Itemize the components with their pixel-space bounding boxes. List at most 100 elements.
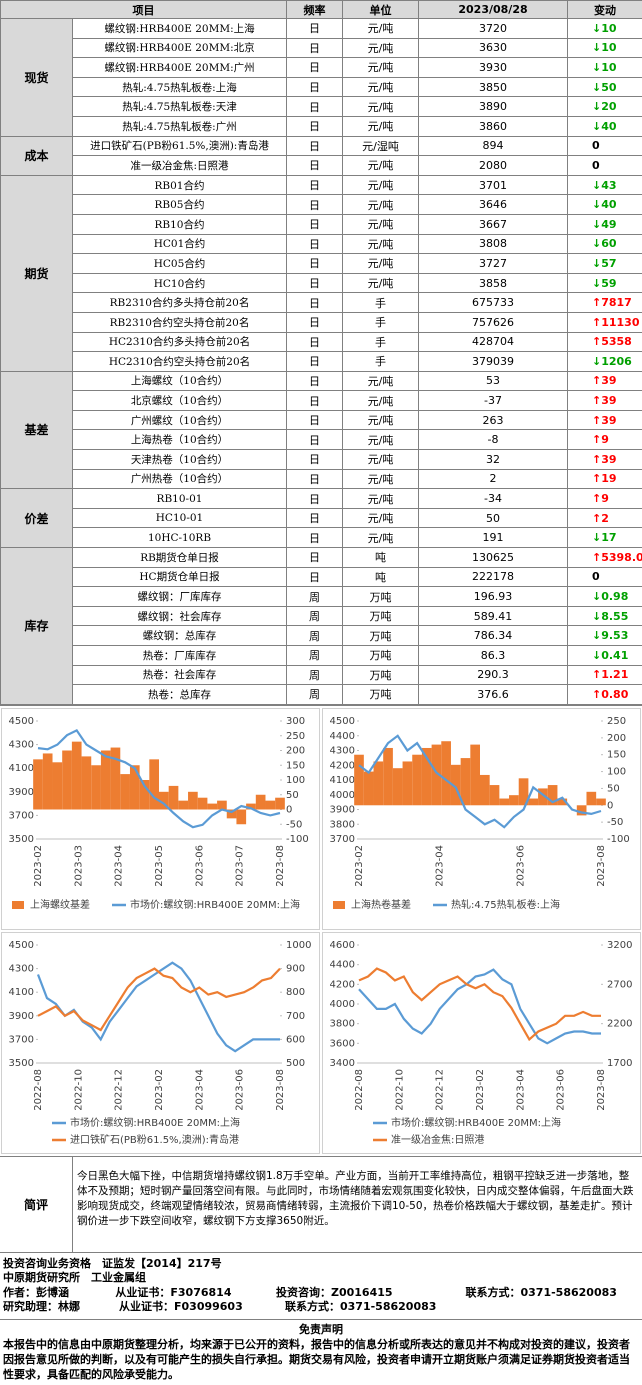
chart: 3700 3800 3900 4000 4100 4200 4300 4400 4500 -100… [322, 707, 641, 930]
x-tick-label: 2023-06 [194, 845, 205, 887]
item-cell: 螺纹钢:HRB400E 20MM:广州 [72, 57, 287, 78]
value-cell: 3808 [418, 233, 568, 255]
unit-cell: 元/吨 [342, 213, 419, 235]
bar [197, 797, 208, 810]
frequency-cell: 日 [286, 507, 343, 529]
unit-cell: 元/吨 [342, 370, 419, 392]
table-row: 螺纹钢：厂库库存周万吨 196.93 ↓0.98 [1, 586, 642, 607]
change-cell: ↓50 [567, 76, 642, 98]
table-row: 北京螺纹（10合约）日元/吨 -37 ↑39 [1, 390, 642, 411]
bar [226, 809, 237, 819]
x-tick-label: 2023-04 [194, 1069, 205, 1111]
x-tick-label: 2022-12 [114, 1069, 125, 1111]
x-tick-label: 2023-04 [114, 845, 125, 887]
frequency-cell: 日 [286, 155, 343, 176]
y-tick-label: 4300 [9, 963, 34, 974]
table-row: 上海热卷（10合约）日元/吨 -8 ↑9 [1, 429, 642, 451]
group-cell: 成本 [0, 135, 73, 176]
x-tick-label: 2023-02 [154, 1069, 165, 1111]
y2-tick-label: 50 [286, 790, 299, 801]
change-cell: ↓40 [567, 115, 642, 137]
y2-tick-label: -100 [286, 834, 309, 845]
x-tick-label: 2022-12 [435, 1069, 446, 1111]
frequency-cell: 日 [286, 311, 343, 333]
bar [255, 794, 266, 810]
change-cell: ↓59 [567, 272, 642, 294]
item-cell: 热卷：总库存 [72, 684, 287, 705]
change-cell: ↑7817 [567, 292, 642, 313]
value-cell: -34 [418, 488, 568, 509]
table-row: 基差 上海螺纹（10合约）日元/吨 53 ↑39 [0, 370, 642, 490]
frequency-cell: 日 [286, 135, 343, 157]
bar [236, 809, 247, 825]
y-tick-label: 3500 [9, 834, 34, 845]
info-line: 投资咨询业务资格 证监发【2014】217号 [3, 1256, 222, 1270]
bar [509, 794, 519, 806]
y2-tick-label: 900 [286, 963, 305, 974]
change-cell: ↑0.80 [567, 684, 642, 705]
y-tick-label: 4100 [330, 775, 355, 786]
header-row: 项目 频率 单位 2023/08/28 变动 [0, 0, 642, 19]
unit-cell: 元/吨 [342, 449, 419, 470]
item-cell: 上海热卷（10合约） [72, 429, 287, 451]
unit-cell: 元/吨 [342, 390, 419, 411]
unit-cell: 万吨 [342, 684, 419, 705]
y-tick-label: 4500 [9, 716, 34, 727]
item-cell: 上海螺纹（10合约） [72, 370, 287, 392]
value-cell: 2 [418, 468, 568, 490]
table-row: 热卷：厂库库存周万吨 86.3 ↓0.41 [1, 645, 642, 666]
unit-cell: 元/吨 [342, 507, 419, 529]
y2-tick-label: 1700 [607, 1058, 632, 1069]
y2-tick-label: 3200 [607, 940, 632, 951]
item-cell: 热轧:4.75热轧板卷:广州 [72, 115, 287, 137]
item-cell: 螺纹钢:HRB400E 20MM:上海 [72, 18, 287, 39]
y-tick-label: 4500 [330, 716, 355, 727]
bar [431, 744, 442, 806]
info-row: 研究助理：林娜 从业证书：F03099603 联系方式：0371-58620083 [3, 1300, 639, 1315]
bar [188, 791, 198, 810]
unit-cell: 万吨 [342, 605, 419, 627]
bar [421, 747, 432, 806]
change-cell: ↑1.21 [567, 664, 642, 686]
frequency-cell: 日 [286, 351, 343, 372]
bar [217, 800, 227, 810]
value-cell: -8 [418, 429, 568, 451]
value-cell: 757626 [418, 311, 568, 333]
y-tick-label: 4100 [9, 763, 34, 774]
bar [518, 778, 529, 806]
unit-cell: 元/吨 [342, 155, 419, 176]
change-cell: ↓57 [567, 253, 642, 274]
frequency-cell: 日 [286, 174, 343, 196]
item-cell: 北京螺纹（10合约） [72, 390, 287, 411]
frequency-cell: 周 [286, 605, 343, 627]
bar [499, 798, 510, 806]
legend-swatch [12, 900, 24, 909]
legend-label: 市场价:螺纹钢:HRB400E 20MM:上海 [391, 1116, 561, 1129]
info: 投资咨询业务资格 证监发【2014】217号 中原期货研究所 工业金属组 作者：彭博… [0, 1253, 642, 1320]
unit-cell: 元/吨 [342, 253, 419, 274]
bar [159, 791, 169, 810]
table-row: 螺纹钢:HRB400E 20MM:广州日元/吨 3930 ↓10 [1, 57, 642, 78]
unit-cell: 万吨 [342, 664, 419, 686]
legend-label: 市场价:螺纹钢:HRB400E 20MM:上海 [70, 1116, 240, 1129]
unit-cell: 元/吨 [342, 233, 419, 255]
y-tick-label: 3900 [330, 804, 355, 815]
item-cell: RB01合约 [72, 174, 287, 196]
bar [392, 767, 403, 806]
unit-cell: 元/吨 [342, 527, 419, 549]
unit-cell: 元/吨 [342, 468, 419, 490]
unit-cell: 元/吨 [342, 115, 419, 137]
y2-tick-label: 300 [286, 716, 305, 727]
bar [168, 785, 179, 810]
change-cell: 0 [567, 566, 642, 588]
value-cell: 786.34 [418, 625, 568, 646]
group-cell: 基差 [0, 370, 73, 490]
y2-tick-label: 0 [607, 800, 613, 811]
table-row: HC2310合约空头持仓前20名日手 379039 ↓1206 [1, 351, 642, 372]
info-item: 联系方式：0371-58620083 [465, 1285, 617, 1299]
bar [470, 744, 480, 806]
info-item: 研究助理：林娜 [3, 1300, 80, 1314]
y-tick-label: 4200 [330, 979, 355, 990]
item-cell: HC期货仓单日报 [72, 566, 287, 588]
